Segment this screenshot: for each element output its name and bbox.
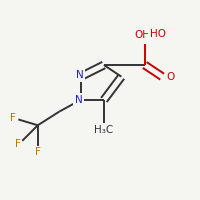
Text: H₃C: H₃C [94,125,114,135]
Text: HO: HO [150,29,166,39]
Text: N: N [75,95,82,105]
Text: F: F [35,147,41,157]
Text: N: N [76,70,83,80]
Text: O: O [166,72,174,82]
Text: OH: OH [137,31,153,41]
Text: OH: OH [135,30,151,40]
Text: F: F [10,113,16,123]
Text: F: F [15,139,21,149]
